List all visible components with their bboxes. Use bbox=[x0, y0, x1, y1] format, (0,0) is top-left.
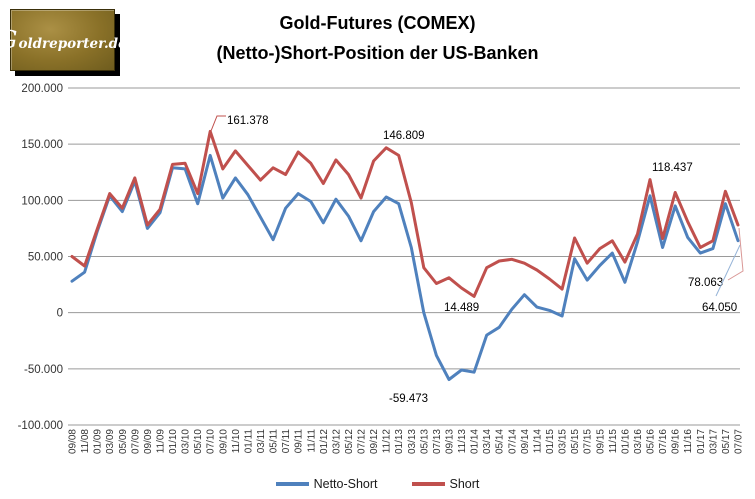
annotation-label-3: -59.473 bbox=[389, 393, 428, 405]
x-axis-label: 07/12 bbox=[357, 429, 368, 454]
x-axis-label: 07/13 bbox=[432, 429, 443, 454]
x-axis-label: 01/10 bbox=[168, 429, 179, 454]
annotation-label-2: 14.489 bbox=[444, 302, 479, 314]
x-axis-label: 07/09 bbox=[130, 429, 141, 454]
x-axis-label: 03/12 bbox=[331, 429, 342, 454]
x-axis-label: 09/13 bbox=[444, 429, 455, 454]
x-axis-label: 09/16 bbox=[671, 429, 682, 454]
x-axis-label: 03/14 bbox=[482, 429, 493, 454]
x-axis-label: 09/15 bbox=[595, 429, 606, 454]
x-axis-label: 01/12 bbox=[319, 429, 330, 454]
x-axis-label: 01/13 bbox=[394, 429, 405, 454]
y-axis-label: -50.000 bbox=[24, 364, 63, 376]
legend-swatch-short bbox=[411, 482, 445, 486]
series-line-short bbox=[70, 129, 740, 298]
annotation-callout-6 bbox=[715, 244, 741, 297]
x-axis-label: 03/11 bbox=[256, 429, 267, 454]
x-axis-label: 05/11 bbox=[269, 429, 280, 454]
annotation-callout-5 bbox=[727, 227, 744, 281]
annotation-label-0: 161.378 bbox=[227, 115, 269, 127]
chart-title-line1: Gold-Futures (COMEX) bbox=[279, 13, 476, 33]
x-axis-label: 07/15 bbox=[583, 429, 594, 454]
legend: Netto-Short Short bbox=[0, 477, 755, 491]
x-axis-label: 11/14 bbox=[532, 429, 543, 454]
logo-text: Goldreporter.de bbox=[0, 26, 127, 54]
goldreporter-logo: Goldreporter.de bbox=[0, 9, 127, 71]
annotation-label-6: 64.050 bbox=[702, 302, 737, 314]
x-axis-label: 09/12 bbox=[369, 429, 380, 454]
x-axis-label: 11/16 bbox=[683, 429, 694, 454]
legend-label-netto-short: Netto-Short bbox=[313, 477, 378, 491]
x-axis-label: 03/09 bbox=[105, 429, 116, 454]
logo-rest: oldreporter.de bbox=[18, 36, 127, 52]
chart-title-line2: (Netto-)Short-Position der US-Banken bbox=[216, 43, 539, 63]
x-axis-label: 05/10 bbox=[193, 429, 204, 454]
legend-label-short: Short bbox=[449, 477, 480, 491]
logo-initial: G bbox=[0, 26, 18, 54]
series-line-netto-short bbox=[70, 153, 740, 381]
x-axis-label: 11/10 bbox=[231, 429, 242, 454]
x-axis-label: 07/07 bbox=[734, 429, 745, 454]
y-axis-label: 150.000 bbox=[21, 139, 63, 151]
x-axis-label: 03/10 bbox=[181, 429, 192, 454]
x-axis-label: 09/09 bbox=[143, 429, 154, 454]
annotation-label-5: 78.063 bbox=[688, 277, 723, 289]
x-axis-label: 05/09 bbox=[118, 429, 129, 454]
x-axis-label: 05/14 bbox=[495, 429, 506, 454]
x-axis-label: 01/09 bbox=[93, 429, 104, 454]
x-axis-label: 01/16 bbox=[620, 429, 631, 454]
x-axis-label: 09/08 bbox=[68, 429, 79, 454]
y-axis-label: 100.000 bbox=[21, 195, 63, 207]
x-axis-label: 03/16 bbox=[633, 429, 644, 454]
y-axis-label: -100.000 bbox=[18, 420, 63, 432]
x-axis-label: 09/10 bbox=[218, 429, 229, 454]
legend-item-netto-short: Netto-Short bbox=[275, 477, 378, 491]
x-axis-label: 01/11 bbox=[243, 429, 254, 454]
x-axis-label: 05/17 bbox=[721, 429, 732, 454]
annotation-label-4: 118.437 bbox=[652, 162, 693, 174]
y-axis-label: 0 bbox=[57, 308, 63, 320]
x-axis-label: 03/13 bbox=[407, 429, 418, 454]
x-axis-label: 01/14 bbox=[470, 429, 481, 454]
x-axis-label: 07/10 bbox=[206, 429, 217, 454]
x-axis-label: 11/15 bbox=[608, 429, 619, 454]
x-axis-label: 05/16 bbox=[646, 429, 657, 454]
x-axis-label: 05/15 bbox=[570, 429, 581, 454]
annotation-callout-0 bbox=[210, 115, 226, 132]
x-axis-label: 01/15 bbox=[545, 429, 556, 454]
x-axis-label: 09/11 bbox=[294, 429, 305, 454]
y-axis-label: 200.000 bbox=[21, 83, 63, 95]
x-axis-label: 11/12 bbox=[382, 429, 393, 454]
x-axis-label: 01/17 bbox=[696, 429, 707, 454]
chart-title: Gold-Futures (COMEX) (Netto-)Short-Posit… bbox=[0, 8, 755, 68]
x-axis-label: 07/11 bbox=[281, 429, 292, 454]
legend-swatch-netto-short bbox=[275, 482, 309, 486]
x-axis-label: 11/08 bbox=[80, 429, 91, 454]
annotation-label-1: 146.809 bbox=[383, 130, 425, 142]
x-axis-label: 09/14 bbox=[520, 429, 531, 454]
x-axis-label: 11/09 bbox=[155, 429, 166, 454]
x-axis-label: 07/16 bbox=[658, 429, 669, 454]
x-axis-label: 07/14 bbox=[507, 429, 518, 454]
x-axis-label: 05/13 bbox=[419, 429, 430, 454]
x-axis-label: 11/11 bbox=[306, 429, 317, 453]
x-axis-label: 03/15 bbox=[558, 429, 569, 454]
x-axis-label: 11/13 bbox=[457, 429, 468, 454]
y-axis-label: 50.000 bbox=[28, 252, 63, 264]
x-axis-label: 03/17 bbox=[708, 429, 719, 454]
legend-item-short: Short bbox=[411, 477, 480, 491]
x-axis-label: 05/12 bbox=[344, 429, 355, 454]
